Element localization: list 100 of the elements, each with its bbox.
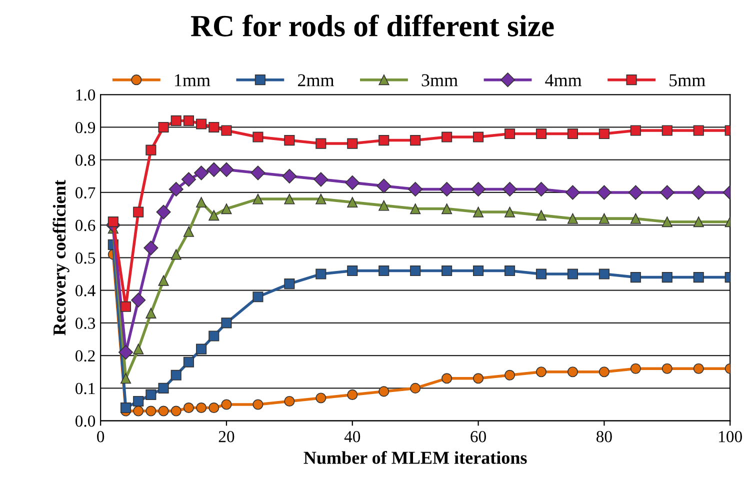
point	[208, 122, 220, 133]
legend-label: 2mm	[298, 74, 334, 86]
point	[347, 138, 358, 149]
point	[598, 128, 610, 140]
point	[693, 125, 704, 136]
point	[630, 272, 641, 283]
point	[662, 363, 672, 374]
point	[410, 265, 421, 276]
point	[596, 185, 612, 200]
point	[183, 356, 194, 368]
point	[376, 178, 392, 194]
point	[442, 373, 452, 384]
point	[378, 265, 390, 276]
point	[219, 162, 234, 177]
point	[133, 396, 144, 407]
y-tick-label: 0.0	[76, 416, 96, 427]
legend-label: 3mm	[422, 74, 458, 86]
point	[410, 382, 421, 394]
legend-label: 1mm	[175, 74, 210, 86]
point	[284, 135, 295, 146]
point	[284, 278, 295, 290]
point	[630, 213, 641, 224]
point	[170, 370, 182, 380]
point	[181, 172, 196, 187]
point	[170, 115, 182, 126]
point	[502, 182, 518, 197]
point	[693, 272, 704, 283]
point	[410, 204, 421, 214]
point	[146, 406, 156, 416]
point	[183, 226, 194, 237]
point	[504, 265, 516, 276]
point	[536, 268, 547, 280]
point	[196, 118, 207, 130]
y-tick-label: 0.1	[76, 382, 95, 394]
y-tick-label: 0.6	[76, 220, 96, 232]
x-tick-label: 40	[344, 431, 360, 442]
x-axis-title: Number of MLEM iterations	[304, 451, 527, 464]
y-axis-title: Recovery coefficient	[52, 180, 70, 336]
y-tick-label: 0.2	[76, 350, 95, 362]
point	[567, 128, 578, 140]
point	[378, 200, 390, 211]
y-tick-label: 0.8	[76, 154, 96, 166]
point	[470, 182, 486, 197]
point	[662, 216, 672, 228]
point	[284, 194, 295, 204]
point	[206, 162, 222, 177]
point	[504, 206, 516, 218]
y-tick-label: 1.0	[76, 89, 96, 101]
point	[345, 175, 360, 190]
x-tick-label: 80	[596, 431, 612, 442]
point	[378, 386, 390, 397]
y-tick-label: 0.7	[76, 187, 96, 198]
point	[473, 373, 484, 384]
y-tick-label: 0.5	[76, 252, 96, 264]
point	[473, 132, 484, 142]
point	[156, 204, 171, 220]
point	[146, 144, 156, 156]
point	[693, 363, 704, 374]
point	[146, 308, 156, 318]
x-tick-label: 100	[719, 431, 742, 442]
point	[158, 122, 169, 133]
point	[378, 135, 390, 146]
point	[252, 132, 264, 142]
point	[133, 406, 144, 416]
point	[183, 115, 194, 126]
point	[440, 182, 454, 197]
point	[442, 265, 452, 276]
point	[208, 330, 220, 342]
point	[196, 196, 207, 208]
point	[158, 406, 169, 416]
point	[536, 366, 547, 378]
point	[146, 389, 156, 400]
point	[662, 272, 672, 283]
point	[598, 268, 610, 280]
point	[252, 399, 264, 410]
point	[194, 166, 209, 180]
point	[170, 249, 182, 260]
point	[170, 406, 182, 416]
point	[442, 132, 452, 142]
point	[120, 373, 132, 384]
point	[196, 402, 207, 414]
point	[196, 344, 207, 354]
point	[158, 382, 169, 394]
point	[316, 194, 326, 204]
chart-title: RC for rods of different size	[190, 14, 554, 36]
point	[183, 402, 194, 414]
point	[691, 185, 706, 200]
point	[347, 196, 358, 208]
point	[316, 392, 326, 404]
point	[628, 185, 643, 200]
point	[144, 240, 158, 256]
point	[133, 206, 144, 218]
x-tick-label: 60	[470, 431, 486, 442]
point	[314, 172, 328, 187]
point	[221, 399, 232, 410]
point	[567, 213, 578, 224]
point	[598, 366, 610, 378]
point	[316, 138, 326, 149]
point	[250, 166, 266, 180]
point	[221, 125, 232, 136]
